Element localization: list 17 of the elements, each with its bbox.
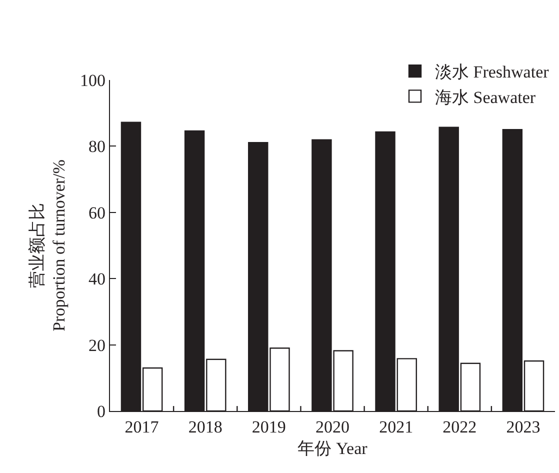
x-tick-label: 2020: [316, 418, 350, 436]
legend-label: 海水 Seawater: [435, 88, 536, 107]
x-axis-title: 年份 Year: [298, 438, 368, 458]
x-tick-label: 2017: [124, 418, 160, 436]
y-tick-label: 100: [80, 70, 106, 90]
y-tick-label: 60: [88, 203, 106, 222]
y-tick-label: 0: [97, 402, 106, 421]
x-tick-label: 2022: [442, 418, 477, 436]
legend-label: 淡水 Freshwater: [435, 62, 550, 82]
x-tick-label: 2019: [252, 418, 286, 436]
y-tick-label: 80: [88, 137, 106, 156]
x-tick-label: 2021: [379, 418, 414, 436]
y-tick-label: 40: [88, 270, 106, 289]
y-axis-title: 营业额占比 Proportion of turnover/%: [27, 160, 69, 332]
x-tick-label: 2023: [506, 418, 540, 436]
y-tick-label: 20: [88, 336, 106, 355]
x-tick-label: 2018: [188, 418, 222, 436]
